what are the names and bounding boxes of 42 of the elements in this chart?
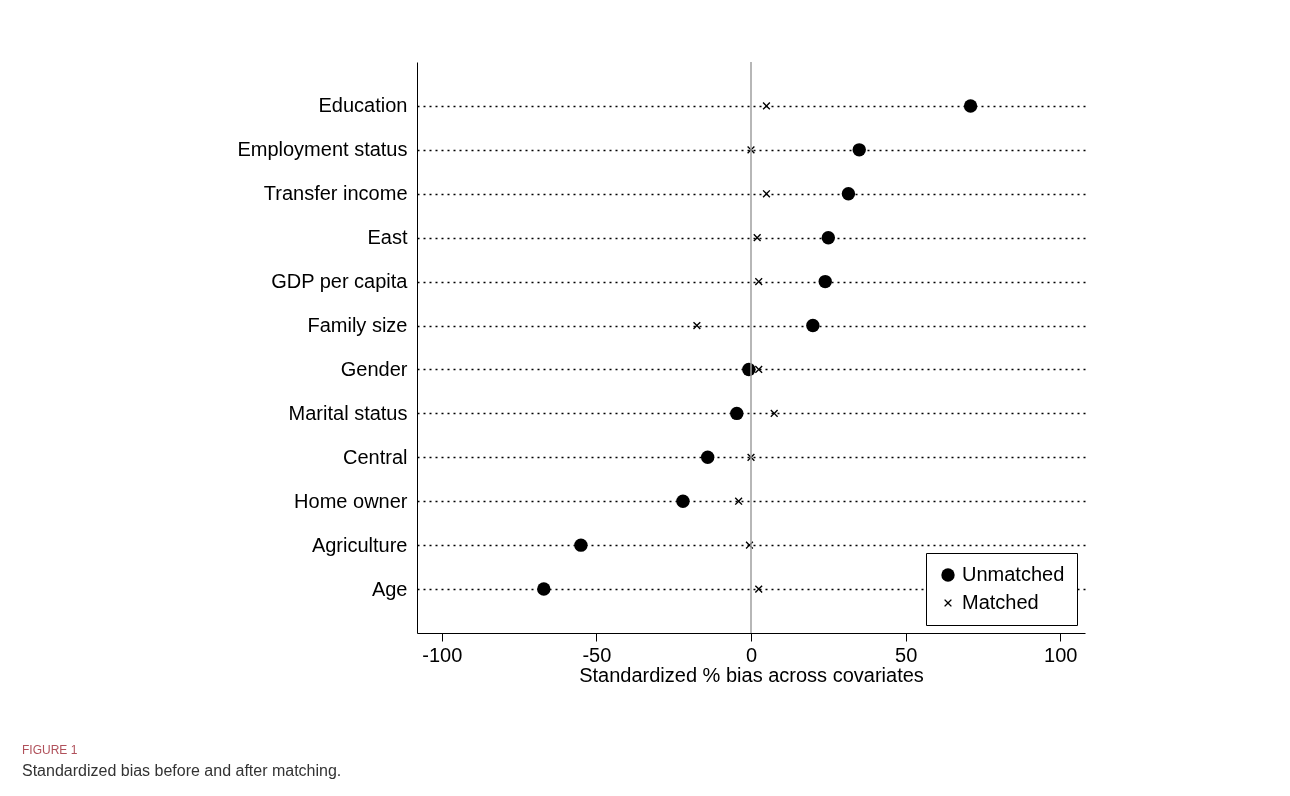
point <box>762 189 771 198</box>
y-tick-label: GDP per capita <box>271 270 409 293</box>
y-tick-label: Marital status <box>288 401 408 424</box>
y-tick-label: Age <box>371 577 408 600</box>
point <box>754 277 763 286</box>
point <box>754 365 763 374</box>
point <box>754 585 763 593</box>
x-axis-title: Standardized % bias across covariates <box>579 663 924 686</box>
point <box>693 321 701 330</box>
point <box>821 231 836 245</box>
text: Standardized bias before and after matching. <box>22 762 342 779</box>
x-tick-label: 0 <box>745 643 758 666</box>
point <box>806 318 820 333</box>
y-tick-label: Agriculture <box>311 533 408 556</box>
y-tick-label: Transfer income <box>263 182 408 205</box>
y-tick-label: Home owner <box>294 489 408 512</box>
y-tick-label: Gender <box>340 357 408 380</box>
x-tick-label: -50 <box>582 643 612 666</box>
point <box>753 233 762 242</box>
y-tick-label: East <box>367 226 408 249</box>
point <box>762 102 771 110</box>
point <box>770 409 779 418</box>
legend-label: Matched <box>962 591 1039 613</box>
point <box>734 497 743 506</box>
point <box>574 538 588 552</box>
y-tick-label: Family size <box>307 314 408 337</box>
x-tick-label: 50 <box>895 643 918 666</box>
point <box>701 450 715 464</box>
point <box>537 582 551 596</box>
point <box>818 274 832 289</box>
y-tick-label: Central <box>343 445 408 468</box>
x-tick-label: 100 <box>1044 643 1078 666</box>
y-tick-label: Education <box>318 94 408 117</box>
point <box>852 143 866 157</box>
legend-label: Unmatched <box>962 563 1065 585</box>
point <box>730 406 744 421</box>
point <box>841 187 856 201</box>
y-tick-label: Employment status <box>237 138 408 161</box>
point <box>963 99 978 113</box>
point <box>676 494 690 508</box>
x-tick-label: -100 <box>422 643 463 666</box>
text: FIGURE 1 <box>22 743 78 757</box>
